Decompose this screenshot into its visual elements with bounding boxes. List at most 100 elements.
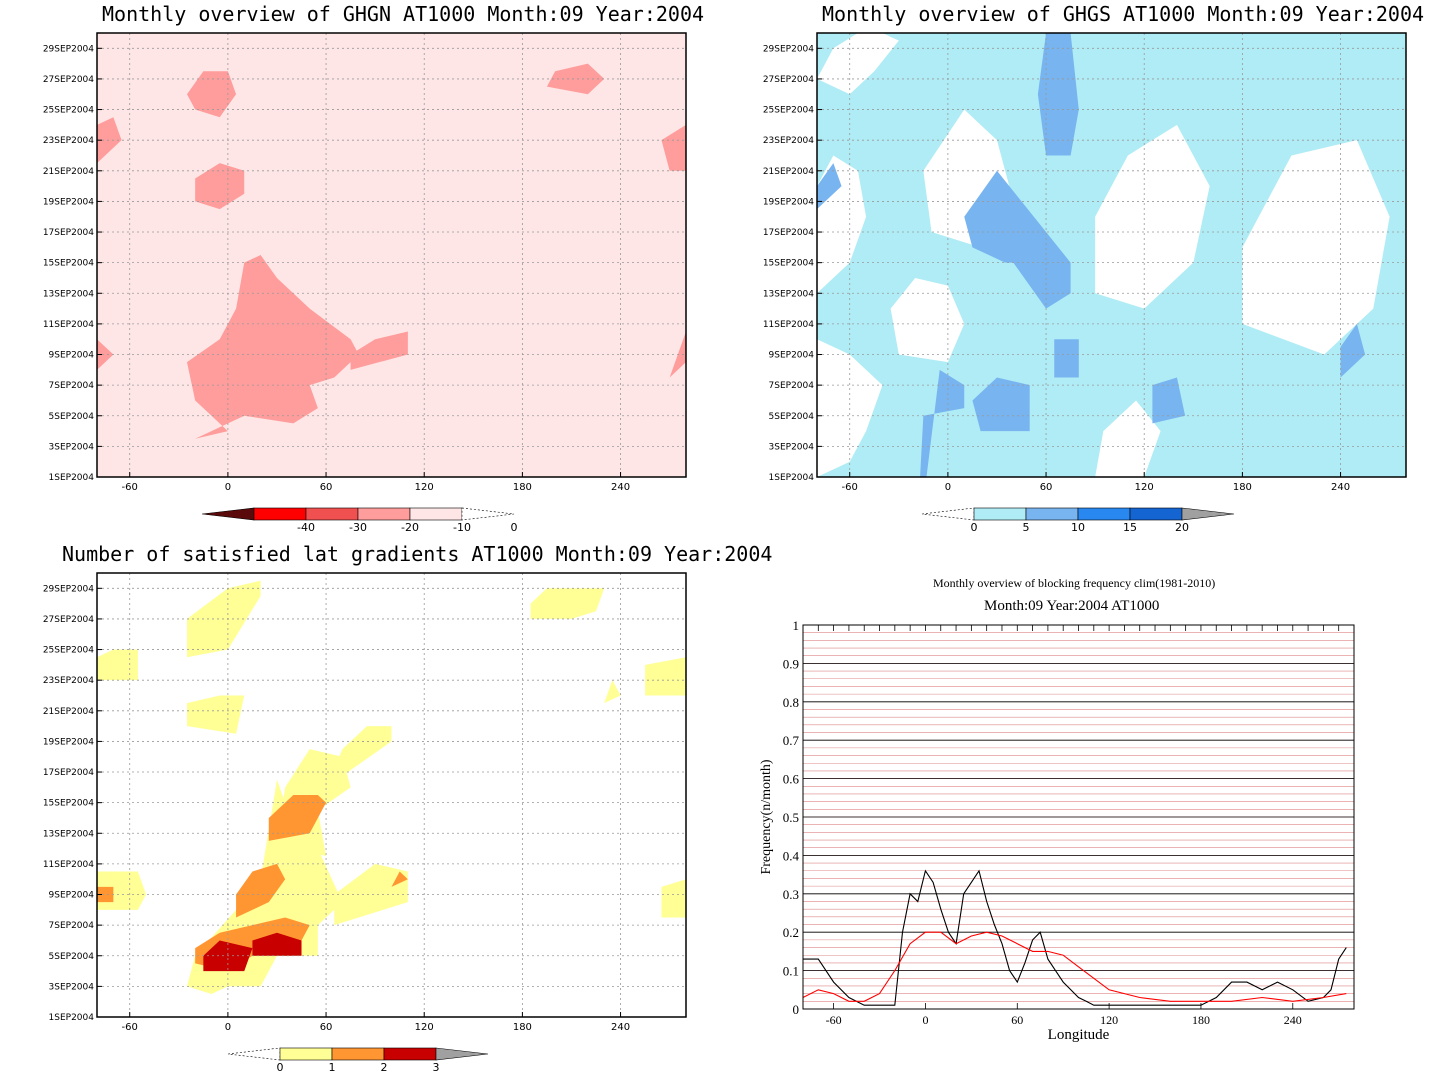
y-tick-label: 29SEP2004 (43, 584, 94, 594)
contour-region (530, 588, 605, 619)
chart-title-lat-gradients: Number of satisfied lat gradients AT1000… (62, 542, 773, 566)
blocking-frequency-line-chart: 0 0.1 0.2 0.3 0.4 0.5 0.6 0.7 0.8 0.9 1 -60 0 60 120 18… (759, 618, 1355, 1043)
y-tick-label: 13SEP2004 (43, 829, 94, 839)
colorbar-tick-label: -40 (297, 521, 315, 534)
contour-region (97, 649, 138, 681)
y-tick-label: 0.1 (783, 964, 799, 979)
y-tick-label: 3SEP2004 (49, 982, 95, 992)
chart-title-ghgs: Monthly overview of GHGS AT1000 Month:09… (822, 2, 1425, 26)
y-tick-label: 0.8 (783, 695, 799, 710)
y-tick-label: 11SEP2004 (43, 860, 94, 870)
contour-region (252, 932, 302, 956)
colorbar-segment (1025, 507, 1079, 521)
y-tick-label: 23SEP2004 (43, 136, 94, 146)
x-tick-label: -60 (122, 1022, 138, 1033)
y-tick-label: 1 (793, 618, 800, 633)
contour-region (1242, 140, 1390, 355)
colorbar-right-arrow (461, 507, 515, 521)
x-tick-label: 0 (225, 1022, 231, 1033)
colorbar-tick-label: -20 (401, 521, 419, 534)
x-tick-label: 60 (1040, 482, 1053, 493)
contour-region (97, 339, 114, 370)
y-tick-label: 11SEP2004 (43, 320, 94, 330)
x-tick-label: 0 (922, 1013, 928, 1027)
plot-frame (96, 572, 687, 1018)
x-tick-label: 180 (1233, 482, 1252, 493)
colorbar-tick-label: 0 (971, 521, 978, 534)
colorbar-tick-label: 0 (277, 1061, 284, 1074)
x-tick-label: 120 (415, 1022, 434, 1033)
x-tick-label: 180 (1192, 1013, 1210, 1027)
y-tick-label: 21SEP2004 (43, 167, 94, 177)
colorbar-tick-label: 5 (1023, 521, 1030, 534)
x-tick-label: 0 (225, 482, 231, 493)
ghgn-contour-map: 1SEP2004 3SEP2004 5SEP2004 7SEP2004 9SEP2004… (43, 32, 687, 534)
x-tick-label: 240 (611, 1022, 630, 1033)
colorbar-left-arrow (227, 1047, 281, 1061)
colorbar-segment (331, 1047, 385, 1061)
y-tick-label: 3SEP2004 (769, 442, 815, 452)
x-tick-label: 120 (415, 482, 434, 493)
contour-region (546, 63, 605, 95)
colorbar-left-arrow (921, 507, 975, 521)
colorbar-segment (357, 507, 411, 521)
x-tick-label: 180 (513, 482, 532, 493)
y-tick-label: 0.5 (783, 810, 799, 825)
x-tick-label: -60 (842, 482, 858, 493)
colorbar-tick-label: -10 (453, 521, 471, 534)
y-tick-label: 7SEP2004 (49, 381, 95, 391)
y-tick-label: 13SEP2004 (43, 289, 94, 299)
lat-gradients-contour-map: 1SEP2004 3SEP2004 5SEP2004 7SEP2004 9SEP2004… (43, 572, 687, 1074)
colorbar-tick-label: 2 (381, 1061, 388, 1074)
y-tick-label: 5SEP2004 (769, 412, 815, 422)
y-tick-label: 0.6 (783, 772, 800, 787)
y-tick-label: 9SEP2004 (49, 891, 95, 901)
y-tick-label: 0.7 (783, 733, 800, 748)
y-tick-label: 21SEP2004 (43, 707, 94, 717)
contour-region (645, 657, 686, 696)
plot-frame (96, 32, 687, 478)
x-tick-label: 60 (320, 482, 333, 493)
y-tick-label: 0.4 (783, 848, 800, 863)
colorbar-segment (383, 1047, 437, 1061)
contour-region (920, 369, 965, 477)
y-tick-label: 23SEP2004 (43, 676, 94, 686)
colorbar-right-arrow (435, 1047, 489, 1061)
colorbar-right-arrow (1181, 507, 1235, 521)
x-tick-label: 0 (945, 482, 951, 493)
y-tick-label: 7SEP2004 (49, 921, 95, 931)
chart-subtitle-blocking: Month:09 Year:2004 AT1000 (984, 598, 1160, 614)
y-tick-label: 0.2 (783, 925, 799, 940)
x-tick-label: -60 (826, 1013, 842, 1027)
y-tick-label: 9SEP2004 (49, 351, 95, 361)
series-line (803, 869, 1347, 1006)
contour-region (97, 886, 114, 903)
contour-region (1054, 339, 1079, 378)
colorbar-segment (409, 507, 463, 521)
chart-title-ghgn: Monthly overview of GHGN AT1000 Month:09… (102, 2, 705, 26)
x-tick-label: 60 (320, 1022, 333, 1033)
contour-region (817, 163, 842, 210)
series-line (802, 931, 1347, 1002)
x-tick-label: -60 (122, 482, 138, 493)
contour-region (661, 879, 686, 918)
y-tick-label: 15SEP2004 (43, 799, 94, 809)
colorbar-left-arrow (201, 507, 255, 521)
y-tick-label: 3SEP2004 (49, 442, 95, 452)
colorbar-segment (279, 1047, 333, 1061)
x-tick-label: 60 (1011, 1013, 1023, 1027)
contour-region (890, 277, 965, 363)
colorbar-tick-label: 20 (1175, 521, 1189, 534)
colorbar-tick-label: -30 (349, 521, 367, 534)
y-tick-label: 17SEP2004 (43, 768, 94, 778)
x-tick-label: 120 (1100, 1013, 1118, 1027)
contour-region (186, 71, 237, 118)
y-axis-label: Frequency(n/month) (759, 759, 774, 874)
colorbar-tick-label: 10 (1071, 521, 1085, 534)
y-tick-label: 25SEP2004 (43, 106, 94, 116)
y-tick-label: 1SEP2004 (49, 473, 95, 483)
plot-background (97, 33, 686, 477)
y-tick-label: 19SEP2004 (763, 197, 814, 207)
y-tick-label: 27SEP2004 (43, 615, 94, 625)
y-tick-label: 25SEP2004 (43, 646, 94, 656)
